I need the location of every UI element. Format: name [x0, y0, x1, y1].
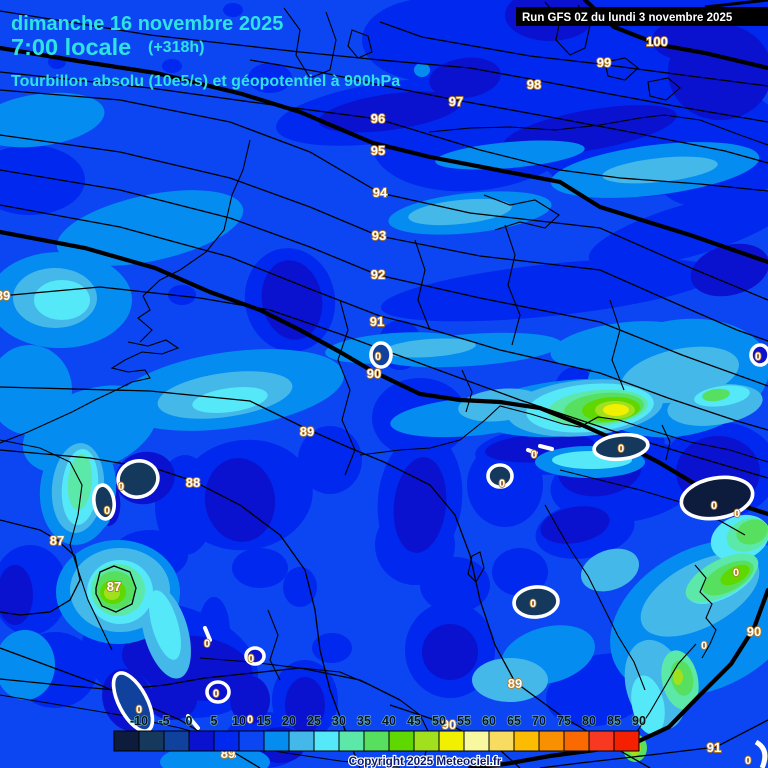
svg-text:85: 85 [607, 714, 621, 728]
svg-text:0: 0 [618, 443, 624, 455]
svg-text:89: 89 [0, 288, 10, 303]
svg-text:15: 15 [257, 714, 271, 728]
svg-text:91: 91 [707, 740, 721, 755]
svg-text:0: 0 [375, 351, 381, 363]
svg-text:94: 94 [373, 185, 388, 200]
svg-text:(+318h): (+318h) [148, 39, 204, 56]
svg-text:0: 0 [531, 449, 537, 461]
svg-text:0: 0 [104, 505, 110, 517]
svg-text:0: 0 [118, 481, 124, 493]
svg-text:20: 20 [282, 714, 296, 728]
svg-text:87: 87 [107, 579, 121, 594]
svg-text:89: 89 [508, 676, 522, 691]
svg-text:-10: -10 [130, 714, 148, 728]
svg-text:40: 40 [382, 714, 396, 728]
svg-text:-5: -5 [158, 714, 169, 728]
svg-text:0: 0 [248, 653, 254, 665]
svg-text:0: 0 [711, 500, 717, 512]
svg-text:65: 65 [507, 714, 521, 728]
svg-text:Run GFS 0Z du lundi 3 novembre: Run GFS 0Z du lundi 3 novembre 2025 [522, 12, 733, 24]
svg-text:50: 50 [432, 714, 446, 728]
svg-text:92: 92 [371, 267, 385, 282]
svg-text:55: 55 [457, 714, 471, 728]
svg-text:0: 0 [745, 755, 751, 767]
svg-text:96: 96 [371, 111, 385, 126]
svg-text:80: 80 [582, 714, 596, 728]
svg-text:5: 5 [211, 714, 218, 728]
svg-text:0: 0 [499, 478, 505, 490]
svg-text:0: 0 [734, 508, 740, 520]
svg-text:25: 25 [307, 714, 321, 728]
svg-text:0: 0 [247, 714, 253, 726]
svg-text:10: 10 [232, 714, 246, 728]
svg-text:90: 90 [442, 717, 456, 732]
svg-text:0: 0 [755, 351, 761, 363]
svg-text:90: 90 [747, 624, 761, 639]
svg-text:87: 87 [50, 533, 64, 548]
svg-text:98: 98 [527, 77, 541, 92]
svg-text:91: 91 [370, 314, 384, 329]
svg-text:0: 0 [186, 714, 193, 728]
svg-text:dimanche 16 novembre 2025: dimanche 16 novembre 2025 [11, 13, 283, 35]
svg-text:60: 60 [482, 714, 496, 728]
svg-text:97: 97 [449, 94, 463, 109]
svg-text:0: 0 [530, 598, 536, 610]
svg-text:90: 90 [367, 366, 381, 381]
svg-text:35: 35 [357, 714, 371, 728]
svg-text:Copyright 2025 Meteociel.fr: Copyright 2025 Meteociel.fr [349, 755, 502, 768]
svg-text:7:00 locale: 7:00 locale [11, 34, 131, 60]
svg-text:88: 88 [186, 475, 200, 490]
svg-text:95: 95 [371, 143, 385, 158]
svg-text:0: 0 [733, 567, 739, 579]
svg-text:70: 70 [532, 714, 546, 728]
svg-text:30: 30 [332, 714, 346, 728]
svg-text:75: 75 [557, 714, 571, 728]
svg-text:0: 0 [701, 640, 707, 652]
svg-text:0: 0 [136, 704, 142, 716]
svg-text:100: 100 [646, 34, 668, 49]
svg-text:89: 89 [300, 424, 314, 439]
svg-text:Tourbillon absolu (10e5/s) et: Tourbillon absolu (10e5/s) et géopotenti… [11, 73, 400, 90]
svg-text:45: 45 [407, 714, 421, 728]
svg-text:0: 0 [213, 688, 219, 700]
svg-text:99: 99 [597, 55, 611, 70]
svg-text:90: 90 [632, 714, 646, 728]
svg-text:93: 93 [372, 228, 386, 243]
svg-text:0: 0 [204, 638, 210, 650]
